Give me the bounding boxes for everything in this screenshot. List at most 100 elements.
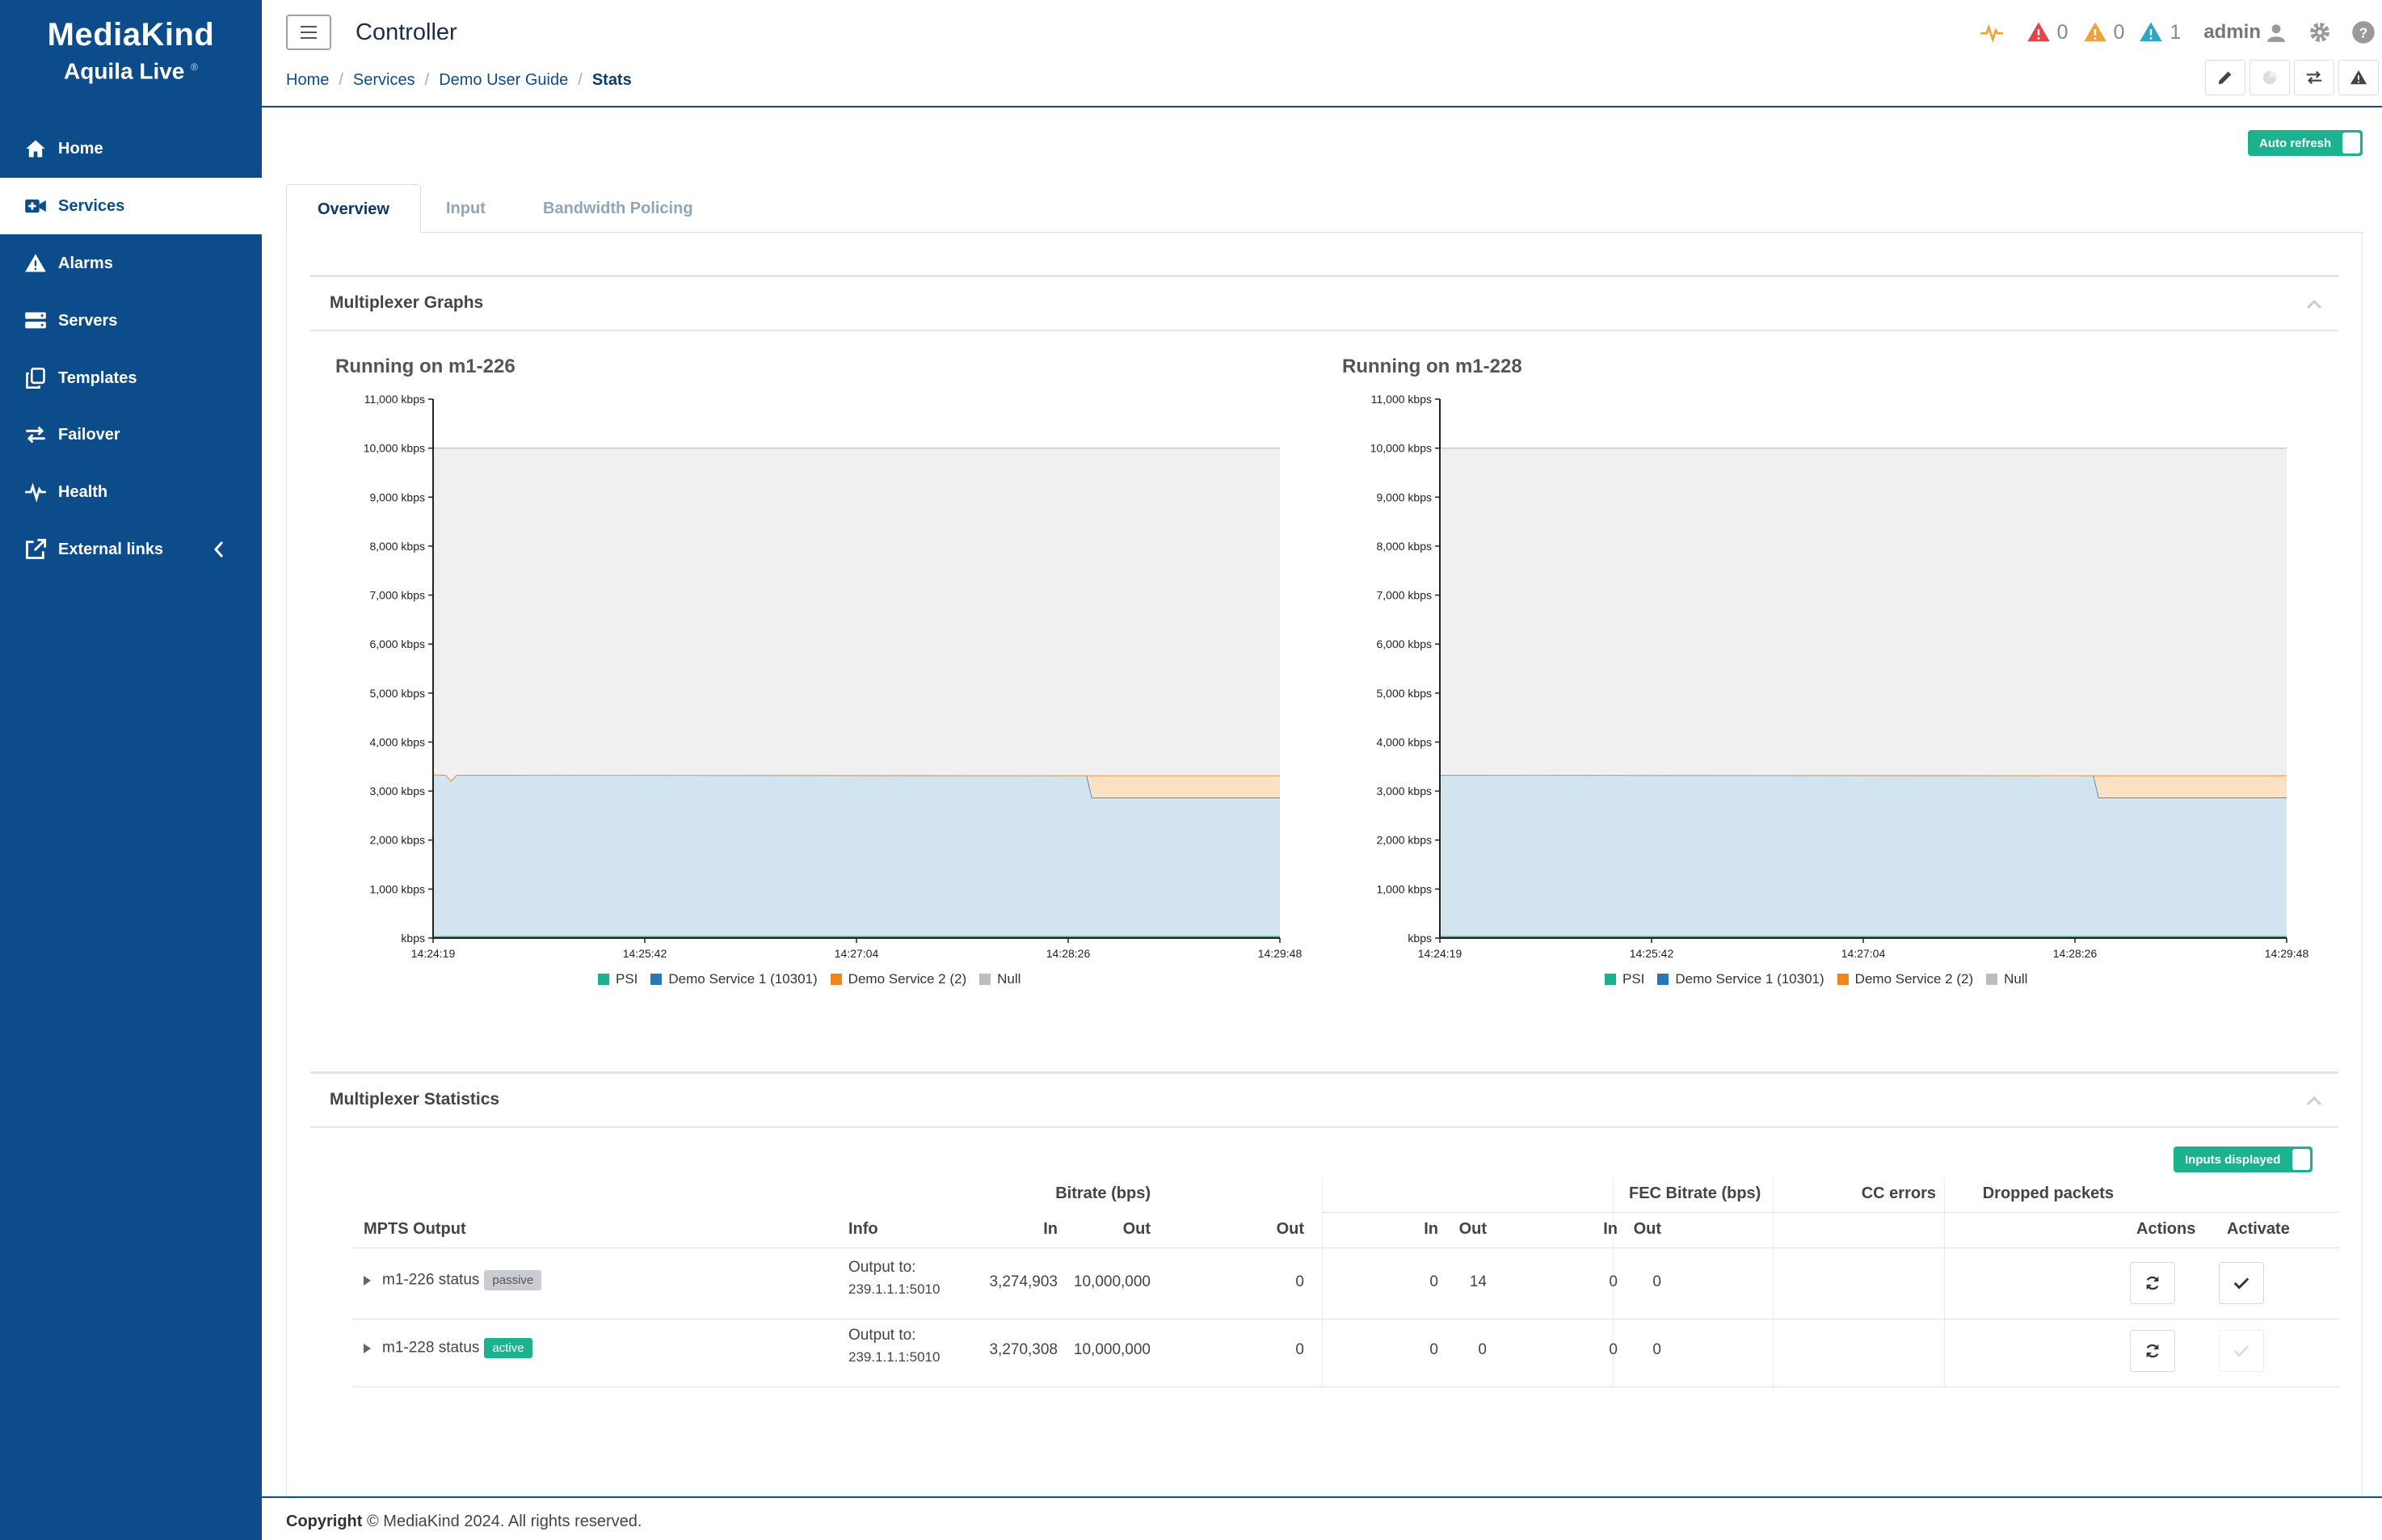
y-tick-label: 10,000 kbps	[364, 442, 425, 455]
dropped-out-value: 0	[1652, 1273, 1661, 1290]
legend-item[interactable]: Demo Service 1 (10301)	[650, 971, 818, 987]
health-pulse-icon[interactable]	[1980, 20, 2004, 44]
warning-icon	[2350, 69, 2367, 85]
sidebar-item-servers[interactable]: Servers	[0, 292, 262, 349]
y-tick-label: 1,000 kbps	[370, 882, 426, 895]
sidebar-item-label: Failover	[58, 425, 120, 444]
restart-button[interactable]	[2130, 1262, 2175, 1304]
y-tick-label: 10,000 kbps	[1370, 442, 1432, 455]
sidebar: MediaKind Aquila Live ® Home Services Al…	[0, 0, 262, 1540]
tab-input[interactable]: Input	[446, 200, 486, 217]
menu-toggle-button[interactable]	[286, 15, 331, 50]
footer: Copyright © MediaKind 2024. All rights r…	[262, 1496, 2382, 1540]
chart-title-m1-226: Running on m1-226	[335, 356, 516, 377]
tab-overview[interactable]: Overview	[286, 184, 421, 233]
gear-icon[interactable]	[2308, 20, 2332, 44]
multiplexer-statistics-header[interactable]: Multiplexer Statistics	[310, 1071, 2338, 1128]
alarms-button[interactable]	[2338, 60, 2379, 95]
y-tick-label: 3,000 kbps	[370, 785, 426, 797]
y-tick-label: 11,000 kbps	[364, 393, 425, 406]
pie-chart-button[interactable]	[2249, 60, 2290, 95]
dropped-out-column-header: Out	[1633, 1220, 1661, 1238]
chevron-left-icon[interactable]	[210, 539, 228, 560]
heartbeat-icon	[25, 482, 46, 503]
user-menu[interactable]: admin	[2203, 21, 2287, 44]
failover-button[interactable]	[2294, 60, 2334, 95]
sidebar-item-label: Servers	[58, 311, 118, 330]
sidebar-item-alarms[interactable]: Alarms	[0, 235, 262, 292]
y-tick-label: 4,000 kbps	[1377, 735, 1433, 748]
info-value: 239.1.1.1:5010	[848, 1349, 941, 1365]
sidebar-item-failover[interactable]: Failover	[0, 406, 262, 463]
svg-text:?: ?	[2359, 24, 2368, 40]
sidebar-item-health[interactable]: Health	[0, 464, 262, 520]
critical-alarm-count[interactable]: 0	[2056, 20, 2068, 44]
restart-button[interactable]	[2130, 1330, 2175, 1372]
copyright-text: © MediaKind 2024. All rights reserved.	[367, 1513, 642, 1530]
legend-item[interactable]: PSI	[598, 971, 638, 987]
chart-legend-m1-226: PSI Demo Service 1 (10301) Demo Service 2 …	[598, 971, 1033, 987]
table-row-name[interactable]: m1-228 status active	[364, 1338, 532, 1358]
y-tick-label: 5,000 kbps	[1377, 687, 1433, 700]
user-name: admin	[2203, 21, 2261, 43]
fec-out-column-header: Out	[1276, 1220, 1304, 1238]
sidebar-item-services[interactable]: Services	[0, 178, 262, 234]
sidebar-item-external-links[interactable]: External links	[0, 521, 262, 578]
dropped-in-value: 0	[1609, 1341, 1618, 1358]
inputs-displayed-toggle[interactable]: Inputs displayed	[2174, 1147, 2313, 1172]
bitrate-chart-m1-226: kbps 1,000 kbps 2,000 kbps 3,000 kbps 4,000 …	[364, 393, 1303, 960]
table-row-name[interactable]: m1-226 status passive	[364, 1270, 542, 1290]
x-tick-label: 14:24:19	[1418, 947, 1462, 960]
expand-arrow-icon[interactable]	[364, 1343, 371, 1353]
tab-bandwidth-policing[interactable]: Bandwidth Policing	[543, 200, 693, 217]
legend-item[interactable]: Demo Service 1 (10301)	[1657, 971, 1824, 987]
minor-alarm-icon[interactable]	[2139, 20, 2163, 44]
critical-alarm-icon[interactable]	[2026, 20, 2051, 44]
major-alarm-count[interactable]: 0	[2113, 20, 2125, 44]
area-series-2	[1440, 775, 2287, 797]
edit-button[interactable]	[2205, 60, 2245, 95]
activate-button[interactable]	[2219, 1330, 2264, 1372]
legend-item[interactable]: Demo Service 2 (2)	[830, 971, 966, 987]
breadcrumb-home[interactable]: Home	[286, 71, 330, 89]
dropped-in-column-header: In	[1603, 1220, 1618, 1238]
activate-button[interactable]	[2219, 1262, 2264, 1304]
breadcrumb-services[interactable]: Services	[352, 71, 415, 89]
checkmark-icon	[2233, 1345, 2249, 1357]
legend-swatch	[598, 974, 609, 985]
dropped-out-value: 0	[1652, 1341, 1661, 1358]
sidebar-item-templates[interactable]: Templates	[0, 350, 262, 406]
legend-swatch	[1657, 974, 1669, 985]
legend-item[interactable]: PSI	[1605, 971, 1644, 987]
breadcrumb-demo-user-guide[interactable]: Demo User Guide	[439, 71, 569, 89]
logo-text: MediaKind	[47, 17, 215, 53]
multiplexer-graphs-header[interactable]: Multiplexer Graphs	[310, 275, 2338, 331]
area-series-3	[1440, 448, 2287, 776]
sidebar-item-home[interactable]: Home	[0, 120, 262, 177]
legend-label: Null	[2004, 971, 2028, 987]
minor-alarm-count[interactable]: 1	[2169, 20, 2182, 44]
breadcrumb: Home / Services / Demo User Guide / Stats	[286, 71, 632, 89]
x-tick-label: 14:24:19	[411, 947, 456, 960]
auto-refresh-toggle[interactable]: Auto refresh	[2248, 130, 2363, 156]
info-label: Output to:	[848, 1259, 916, 1276]
chevron-up-icon[interactable]	[2304, 1092, 2324, 1111]
legend-item[interactable]: Demo Service 2 (2)	[1837, 971, 1973, 987]
brand-logo[interactable]: MediaKind Aquila Live ®	[0, 0, 262, 137]
bitrate-in-value: 3,274,903	[989, 1273, 1058, 1290]
page-title: Controller	[356, 19, 457, 45]
cc-in-column-header: In	[1424, 1220, 1438, 1238]
help-icon[interactable]: ?	[2351, 20, 2376, 44]
legend-item[interactable]: Null	[1986, 971, 2027, 987]
legend-item[interactable]: Null	[979, 971, 1021, 987]
expand-arrow-icon[interactable]	[364, 1275, 371, 1285]
chevron-up-icon[interactable]	[2304, 295, 2324, 314]
copyright-label: Copyright	[286, 1513, 363, 1530]
bitrate-out-value: 10,000,000	[1073, 1341, 1151, 1358]
fec-out-value: 0	[1295, 1341, 1304, 1358]
legend-swatch	[1986, 974, 1998, 985]
cc-in-value: 0	[1429, 1341, 1438, 1358]
bitrate-chart-m1-228: kbps 1,000 kbps 2,000 kbps 3,000 kbps 4,000 …	[1370, 393, 2309, 960]
cc-out-value: 14	[1469, 1273, 1487, 1290]
major-alarm-icon[interactable]	[2083, 20, 2107, 44]
